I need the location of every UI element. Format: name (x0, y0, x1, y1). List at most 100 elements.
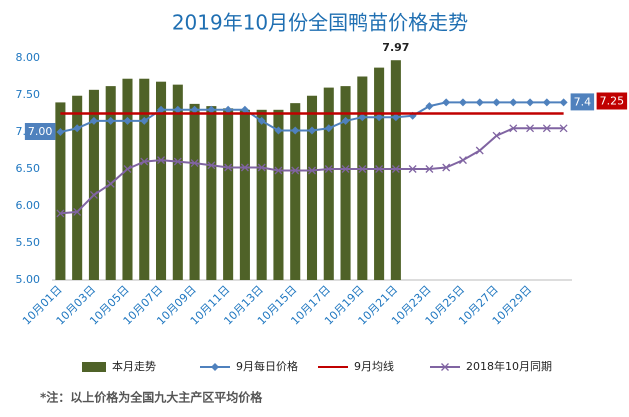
marker (324, 165, 333, 173)
y-tick-label: 5.50 (16, 236, 41, 249)
bar (72, 95, 83, 281)
marker (207, 161, 216, 170)
legend-marker (211, 363, 219, 371)
marker (526, 98, 535, 107)
marker (425, 102, 434, 111)
marker (224, 163, 233, 172)
marker (157, 156, 165, 165)
marker (274, 166, 283, 175)
marker (492, 98, 501, 107)
bar (189, 103, 200, 280)
marker (89, 116, 98, 125)
bar (88, 89, 99, 280)
data-label: 7.4 (574, 95, 592, 108)
legend-marker (441, 363, 449, 371)
footnote: *注：以上价格为全国九大主产区平均价格 (40, 390, 263, 405)
bar (206, 106, 217, 280)
marker (458, 98, 467, 107)
legend-label: 2018年10月同期 (466, 359, 552, 373)
bar (156, 81, 167, 281)
marker (123, 116, 132, 125)
marker (542, 124, 551, 133)
bar (357, 76, 368, 280)
marker (291, 126, 300, 135)
marker (56, 128, 65, 136)
bar (139, 78, 150, 280)
data-label-box (596, 92, 628, 110)
marker (106, 116, 115, 125)
marker (492, 131, 501, 140)
marker (391, 165, 400, 173)
marker (341, 165, 350, 173)
y-tick-label: 5.00 (16, 273, 41, 286)
marker (123, 165, 132, 173)
marker (157, 105, 166, 114)
marker (341, 116, 350, 125)
marker (173, 105, 182, 114)
marker (308, 166, 316, 175)
marker (526, 124, 535, 133)
data-label-box (24, 123, 56, 140)
marker (542, 98, 551, 107)
marker (358, 113, 367, 122)
marker (73, 124, 82, 133)
bar (323, 87, 334, 280)
marker (140, 157, 149, 166)
bar (290, 103, 301, 280)
marker (442, 163, 451, 172)
bar (306, 95, 318, 281)
marker (308, 126, 316, 135)
data-label: 7.00 (28, 125, 53, 138)
y-tick-label: 6.50 (16, 162, 41, 175)
legend-label: 本月走势 (112, 359, 156, 373)
marker (408, 165, 417, 173)
marker (459, 156, 467, 165)
marker (375, 113, 384, 122)
y-tick-label: 8.00 (16, 51, 41, 64)
marker (475, 146, 484, 155)
marker (240, 163, 249, 172)
marker (559, 124, 568, 133)
marker (257, 116, 266, 125)
bar (340, 86, 351, 281)
marker (207, 105, 216, 114)
marker (240, 105, 249, 114)
y-tick-label: 7.50 (16, 88, 41, 101)
marker (391, 113, 400, 122)
legend-label: 9月每日价格 (236, 359, 298, 373)
bar (55, 102, 66, 281)
marker (291, 166, 300, 175)
bar (256, 109, 267, 280)
marker (173, 157, 182, 166)
bar (390, 60, 401, 280)
marker (190, 159, 199, 168)
marker (375, 165, 384, 173)
marker (73, 207, 82, 216)
y-tick-label: 6.00 (16, 199, 41, 212)
marker (559, 98, 568, 107)
marker (224, 105, 233, 114)
bar (122, 78, 133, 280)
marker (475, 98, 484, 107)
marker (324, 124, 333, 133)
marker (274, 126, 283, 135)
chart-title: 2019年10月份全国鸭苗价格走势 (172, 11, 468, 35)
marker (106, 179, 115, 188)
bar (239, 109, 250, 280)
marker (509, 98, 518, 107)
bar (223, 108, 234, 280)
bar (374, 67, 385, 281)
data-label: 7.97 (382, 41, 409, 54)
marker (56, 209, 65, 218)
bar (273, 109, 284, 280)
marker (190, 105, 199, 114)
marker (140, 116, 149, 125)
marker (509, 124, 518, 133)
marker (257, 163, 266, 172)
marker (89, 190, 98, 199)
data-label: 7.25 (600, 95, 625, 108)
bar (172, 84, 183, 280)
marker (442, 98, 451, 107)
marker (358, 165, 367, 173)
